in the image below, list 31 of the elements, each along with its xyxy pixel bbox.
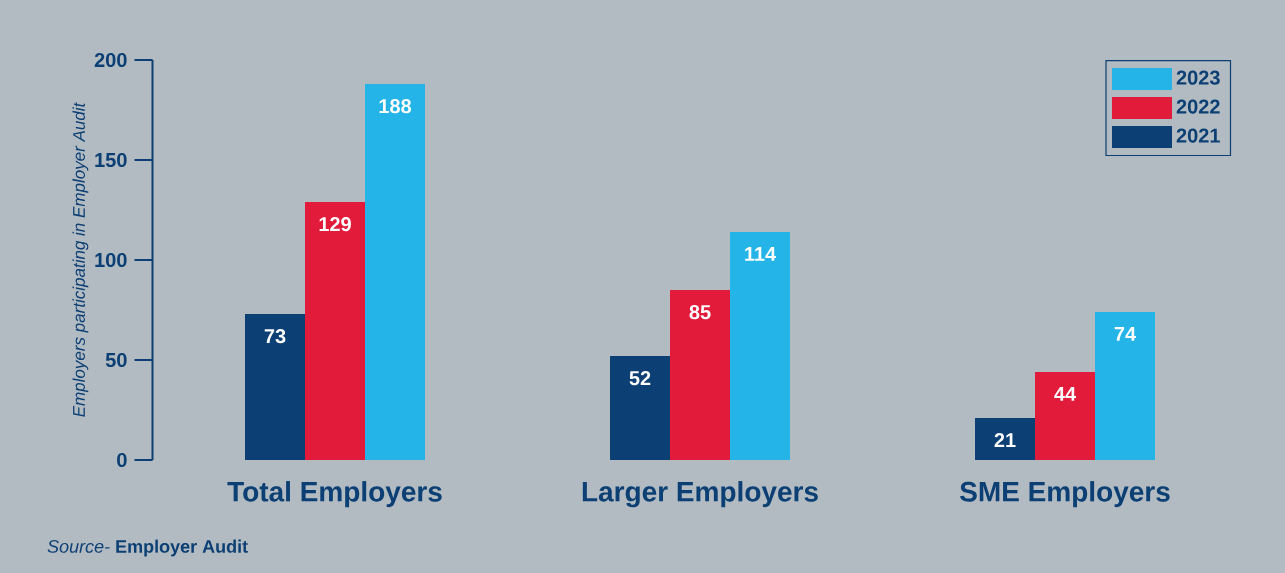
data-label: 114 [745,247,777,261]
bar [1095,311,1156,460]
bar [305,202,365,460]
legend-label: 2021 [1176,128,1220,143]
legend-label: 2023 [1176,70,1220,85]
bar [610,355,671,460]
x-tick-label: Larger Employers [582,481,818,508]
y-tick-label: 100 [95,252,127,268]
data-label: 21 [994,433,1016,448]
data-label: 85 [689,305,711,320]
y-tick-label: 200 [94,52,127,68]
bar [670,290,731,460]
y-tick-label: 50 [105,352,127,368]
legend-label: 2022 [1176,99,1220,114]
y-axis-title: Employers participating in Employer Audit [72,102,89,417]
bar [730,231,791,460]
data-label: 73 [264,329,286,344]
data-label: 188 [379,99,412,114]
text: Source- Employer Audit [47,539,248,557]
bar [365,83,425,460]
data-label: 52 [629,371,651,386]
x-tick-label: Total Employers [227,481,442,508]
bar [245,313,306,460]
data-label: 44 [1054,387,1077,401]
data-label: 74 [1114,327,1137,341]
data-label: 129 [319,217,351,232]
y-tick-label: 150 [95,152,127,168]
x-tick-label: SME Employers [960,481,1170,508]
bar [975,418,1036,460]
bar [1035,372,1096,460]
y-tick-label: 0 [117,452,127,468]
